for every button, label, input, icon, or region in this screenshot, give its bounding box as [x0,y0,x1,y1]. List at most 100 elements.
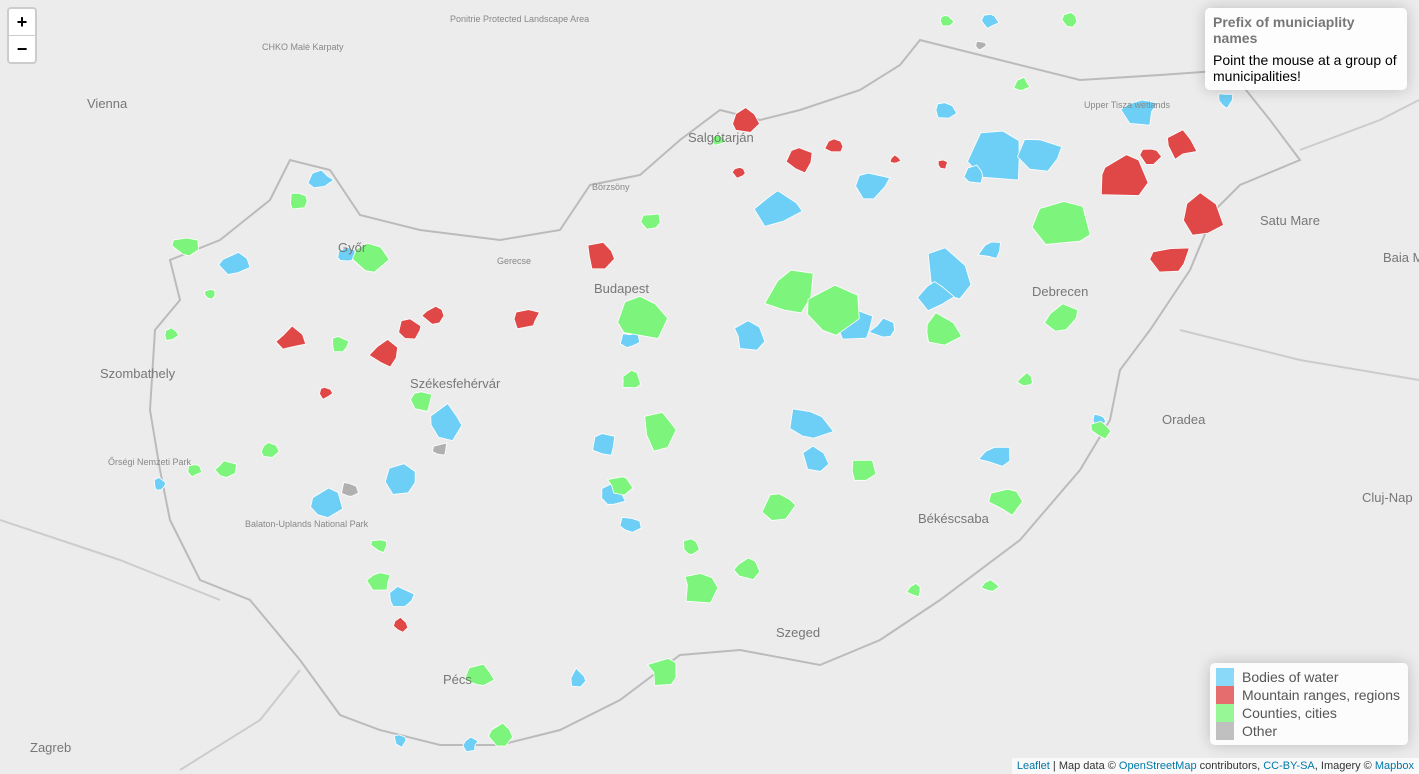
municipality-group[interactable] [855,172,891,200]
municipality-group[interactable] [967,130,1020,181]
municipality-group[interactable] [432,442,448,456]
municipality-group[interactable] [1061,12,1078,28]
municipality-group[interactable] [513,309,541,330]
municipality-group[interactable] [187,464,203,478]
municipality-group[interactable] [644,411,677,452]
municipality-group[interactable] [622,369,642,389]
municipality-group[interactable] [684,573,719,604]
municipality-group[interactable] [1043,303,1079,332]
municipality-group[interactable] [164,327,180,341]
municipality-group[interactable] [980,579,1000,592]
municipality-group[interactable] [802,445,830,472]
municipality-group[interactable] [926,312,963,346]
municipality-group[interactable] [889,154,902,164]
municipality-group[interactable] [733,320,766,351]
municipality-group[interactable] [935,102,958,119]
municipality-group[interactable] [988,488,1024,516]
municipality-group[interactable] [789,408,835,439]
municipality-group[interactable] [867,317,895,338]
municipality-group[interactable] [430,402,463,442]
municipality-group[interactable] [307,169,335,189]
municipality-group[interactable] [939,15,955,27]
municipality-group[interactable] [153,477,167,491]
osm-link[interactable]: OpenStreetMap [1118,760,1197,772]
municipality-group[interactable] [1120,99,1159,126]
municipality-group[interactable] [731,166,746,179]
municipality-group[interactable] [732,107,761,133]
municipality-group[interactable] [761,493,797,521]
place-label: Upper Tisza wetlands [1084,100,1171,110]
municipality-group[interactable] [337,246,356,262]
municipality-group[interactable] [351,242,390,273]
municipality-group[interactable] [368,338,399,368]
municipality-group[interactable] [462,736,479,753]
municipality-group[interactable] [1031,201,1091,245]
leaflet-link[interactable]: Leaflet [1016,760,1050,772]
municipality-group[interactable] [981,13,1000,30]
municipality-group[interactable] [975,40,987,51]
municipality-group[interactable] [587,241,615,270]
municipality-group[interactable] [606,476,634,496]
municipality-group[interactable] [619,516,642,533]
municipality-group[interactable] [570,667,587,688]
municipality-group[interactable] [275,325,307,350]
municipality-group[interactable] [683,538,700,556]
municipality-group[interactable] [463,663,495,686]
municipality-group[interactable] [1218,93,1234,110]
zoom-in-button[interactable]: + [9,9,35,36]
municipality-group[interactable] [1139,148,1163,165]
license-link[interactable]: CC-BY-SA [1263,760,1315,772]
municipality-group[interactable] [1100,154,1149,196]
place-label: Őrségi Nemzeti Park [108,457,192,467]
municipality-group[interactable] [977,241,1001,259]
municipality-group[interactable] [592,433,616,456]
municipality-group[interactable] [617,295,669,339]
municipality-group[interactable] [310,487,344,519]
municipality-group[interactable] [824,138,844,153]
zoom-out-button[interactable]: − [16,39,28,59]
mapbox-link[interactable]: Mapbox [1374,760,1414,772]
municipality-group[interactable] [384,463,416,495]
place-label: Börzsöny [592,182,630,192]
municipality-group[interactable] [370,539,388,554]
municipality-group[interactable] [389,585,415,607]
municipality-group[interactable] [1016,371,1033,387]
municipality-group[interactable] [260,442,280,458]
municipality-group[interactable] [753,190,803,227]
municipality-group[interactable] [214,460,238,478]
municipality-group[interactable] [851,459,877,481]
municipality-group[interactable] [937,159,949,170]
municipality-group[interactable] [488,722,514,747]
municipality-group[interactable] [204,288,216,300]
municipality-group[interactable] [1017,139,1063,172]
municipality-group[interactable] [1149,247,1190,273]
municipality-group[interactable] [764,269,814,314]
municipality-group[interactable] [393,734,407,749]
municipality-group[interactable] [977,446,1011,467]
municipality-group[interactable] [1013,76,1031,91]
municipality-group[interactable] [1183,192,1225,236]
municipality-group[interactable] [1166,129,1198,160]
municipality-group[interactable] [646,657,677,686]
municipality-group[interactable] [392,616,409,633]
municipality-group[interactable] [332,336,350,353]
municipality-group[interactable] [319,386,334,400]
municipality-group[interactable] [916,281,955,312]
municipality-group[interactable] [963,164,984,184]
municipality-group[interactable] [421,305,445,325]
municipality-group[interactable] [398,318,422,340]
municipality-group[interactable] [341,482,359,497]
municipality-group[interactable] [218,251,251,275]
municipality-group[interactable] [733,557,761,581]
municipality-group[interactable] [906,582,921,598]
municipality-group[interactable] [365,572,391,591]
municipality-group[interactable] [807,284,860,336]
municipality-group[interactable] [290,192,308,210]
municipality-group[interactable] [171,237,200,257]
municipality-group[interactable] [410,391,433,412]
municipality-group[interactable] [1090,420,1112,440]
municipality-group[interactable] [710,133,727,146]
municipality-group[interactable] [785,147,813,174]
municipality-group[interactable] [640,213,661,230]
